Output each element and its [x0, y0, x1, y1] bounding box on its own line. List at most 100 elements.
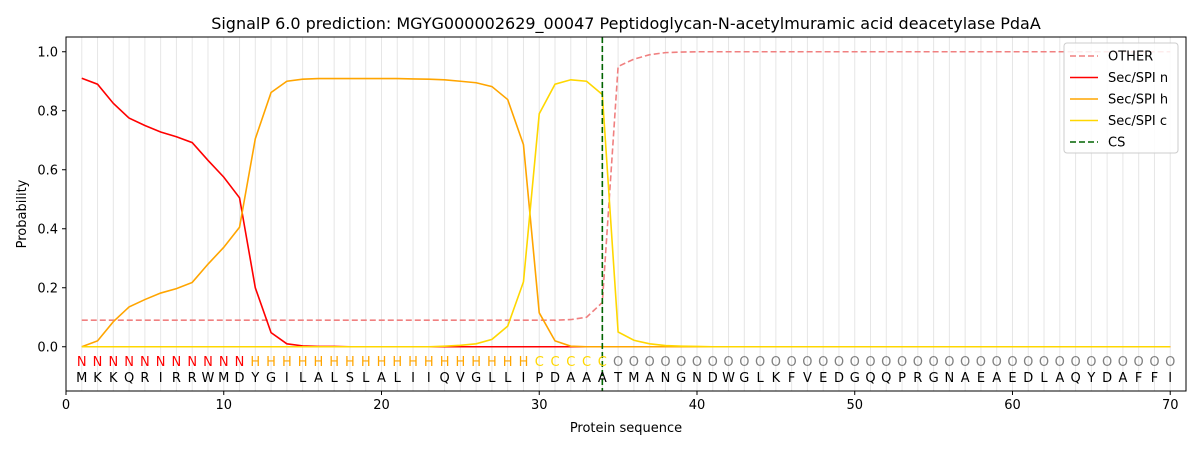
region-label: C — [550, 355, 559, 370]
residue-letter: E — [819, 371, 827, 386]
residue-letter: L — [504, 371, 512, 386]
region-label: C — [582, 355, 591, 370]
residue-letter: Q — [865, 371, 875, 386]
residue-letter: K — [109, 371, 118, 386]
region-label: O — [992, 355, 1002, 370]
residue-letter: K — [772, 371, 781, 386]
region-label: H — [519, 355, 529, 370]
residue-letter: N — [945, 371, 955, 386]
legend-label: Sec/SPI h — [1108, 93, 1168, 108]
residue-letter: A — [582, 371, 591, 386]
residue-letter: G — [850, 371, 860, 386]
residue-letter: G — [471, 371, 481, 386]
residue-letter: I — [1168, 371, 1172, 386]
region-label: N — [93, 355, 103, 370]
region-label: H — [298, 355, 308, 370]
residue-letter: N — [692, 371, 702, 386]
residue-letter: A — [1055, 371, 1064, 386]
x-axis-ticks: 0 10 20 30 40 50 60 70 — [62, 391, 1178, 413]
residue-letter: F — [1151, 371, 1158, 386]
y-tick-label: 0.4 — [37, 222, 58, 237]
region-label: N — [187, 355, 197, 370]
residue-letter: I — [411, 371, 415, 386]
residue-letter: G — [266, 371, 276, 386]
region-label: H — [440, 355, 450, 370]
residue-letter: W — [722, 371, 735, 386]
region-label: O — [881, 355, 891, 370]
region-label: O — [897, 355, 907, 370]
residue-letter: V — [456, 371, 465, 386]
y-axis-label: Probability — [15, 179, 30, 248]
residue-letter: A — [566, 371, 575, 386]
residue-letter: G — [929, 371, 939, 386]
region-label: O — [1007, 355, 1017, 370]
region-label: O — [708, 355, 718, 370]
region-label: O — [1070, 355, 1080, 370]
plot-frame — [65, 36, 1187, 392]
region-label: N — [156, 355, 166, 370]
residue-letter: P — [898, 371, 906, 386]
region-label: O — [660, 355, 670, 370]
residue-letter: L — [394, 371, 402, 386]
series-line-sec-spi-h — [81, 77, 1171, 348]
region-label: O — [1023, 355, 1033, 370]
residue-letter: A — [961, 371, 970, 386]
region-label: O — [976, 355, 986, 370]
region-label: H — [361, 355, 371, 370]
y-tick-label: 1.0 — [37, 45, 58, 60]
x-axis-label: Protein sequence — [570, 421, 682, 436]
grid-lines — [81, 37, 1171, 391]
residue-letter: A — [314, 371, 323, 386]
region-label: O — [818, 355, 828, 370]
residue-letter: R — [913, 371, 922, 386]
residue-letter: E — [977, 371, 985, 386]
legend-label: CS — [1108, 136, 1125, 151]
region-label: O — [1134, 355, 1144, 370]
region-label: H — [455, 355, 465, 370]
region-label: H — [487, 355, 497, 370]
region-label: N — [140, 355, 150, 370]
y-axis-ticks: 0.0 0.2 0.4 0.6 0.8 1.0 — [37, 45, 66, 355]
residue-letter: Y — [1086, 371, 1095, 386]
residue-letter: N — [661, 371, 671, 386]
residue-letter: L — [756, 371, 764, 386]
residue-letter: E — [1008, 371, 1016, 386]
residue-letter: L — [488, 371, 496, 386]
residue-letter: L — [362, 371, 370, 386]
y-tick-label: 0.2 — [37, 281, 58, 296]
residue-letter: D — [550, 371, 560, 386]
series-line-other — [81, 50, 1171, 322]
region-label: O — [960, 355, 970, 370]
residue-letter: M — [628, 371, 639, 386]
residue-letter: D — [1023, 371, 1033, 386]
region-label: O — [928, 355, 938, 370]
region-label: H — [377, 355, 387, 370]
chart-title: SignalP 6.0 prediction: MGYG000002629_00… — [211, 14, 1041, 34]
region-label: H — [424, 355, 434, 370]
residue-letter: A — [645, 371, 654, 386]
region-label: C — [566, 355, 575, 370]
region-label: O — [1039, 355, 1049, 370]
residue-letter: D — [235, 371, 245, 386]
residue-letter: L — [331, 371, 339, 386]
region-label: O — [787, 355, 797, 370]
x-tick-label: 50 — [846, 398, 863, 413]
region-label: N — [124, 355, 134, 370]
region-label: H — [314, 355, 324, 370]
region-label: H — [392, 355, 402, 370]
region-label: H — [250, 355, 260, 370]
region-label: O — [1149, 355, 1159, 370]
region-label: O — [771, 355, 781, 370]
region-label: O — [850, 355, 860, 370]
residue-letter: Q — [881, 371, 891, 386]
residue-letter: M — [218, 371, 229, 386]
region-label: H — [503, 355, 513, 370]
x-tick-label: 20 — [373, 398, 390, 413]
region-label: O — [1055, 355, 1065, 370]
legend: OTHER Sec/SPI n Sec/SPI h Sec/SPI c CS — [1063, 42, 1179, 154]
legend-box — [1063, 42, 1179, 154]
region-label: C — [535, 355, 544, 370]
residue-letter: Q — [439, 371, 449, 386]
